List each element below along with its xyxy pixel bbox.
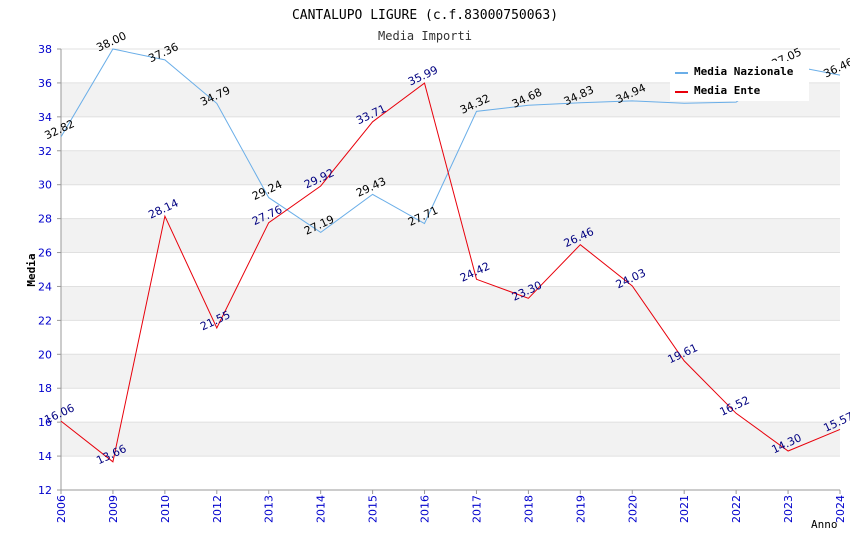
y-axis-label: Media [25,253,38,286]
x-axis-ticks: 2006 2009 2010 2012 2013 2014 2015 2016 2017 2018… [55,490,847,523]
y-tick-label: 28 [38,213,52,226]
series-lines [60,48,841,463]
x-tick-label: 2006 [55,495,68,523]
y-tick-label: 34 [38,111,52,124]
background-band [61,286,840,321]
x-tick-label: 2022 [730,495,743,523]
x-tick-label: 2014 [315,495,328,523]
data-label: 24.42 [458,260,492,285]
data-label: 28.14 [146,196,180,221]
x-tick-label: 2020 [626,495,639,523]
y-tick-label: 26 [38,247,52,260]
x-tick-label: 2021 [678,495,691,523]
x-tick-label: 2023 [782,495,795,523]
y-tick-label: 38 [38,43,52,56]
legend-label-national: Media Nazionale [694,65,794,78]
background-band [61,422,840,457]
series-line-ente [60,82,841,463]
x-tick-label: 2024 [834,495,847,523]
chart-subtitle: Media Importi [378,29,472,43]
x-tick-label: 2017 [470,495,483,523]
data-label: 37.36 [146,40,180,65]
y-tick-label: 12 [38,484,52,497]
y-tick-label: 24 [38,280,52,293]
series-line-national [60,48,841,234]
y-tick-label: 30 [38,179,52,192]
legend-background [670,61,809,101]
y-tick-label: 36 [38,77,52,90]
y-axis-ticks: 12 14 16 18 20 22 24 26 28 30 32 34 36 38 [38,43,61,497]
chart-title: CANTALUPO LIGURE (c.f.83000750063) [292,8,558,23]
data-label: 36.46 [821,55,850,80]
x-tick-label: 2016 [419,495,432,523]
background-band [61,218,840,253]
y-tick-label: 32 [38,145,52,158]
y-tick-label: 20 [38,348,52,361]
background-band [61,354,840,389]
x-tick-label: 2013 [263,495,276,523]
x-tick-label: 2019 [574,495,587,523]
legend: Media Nazionale Media Ente [670,61,809,101]
x-tick-label: 2018 [522,495,535,523]
x-tick-label: 2010 [159,495,172,523]
y-tick-label: 16 [38,416,52,429]
data-label: 16.52 [718,394,752,419]
y-tick-label: 14 [38,450,52,463]
legend-label-ente: Media Ente [694,84,761,97]
y-tick-label: 22 [38,314,52,327]
x-tick-label: 2009 [107,495,120,523]
x-tick-label: 2015 [367,495,380,523]
x-tick-label: 2012 [211,495,224,523]
x-axis-label: Anno [811,518,838,531]
y-tick-label: 18 [38,382,52,395]
